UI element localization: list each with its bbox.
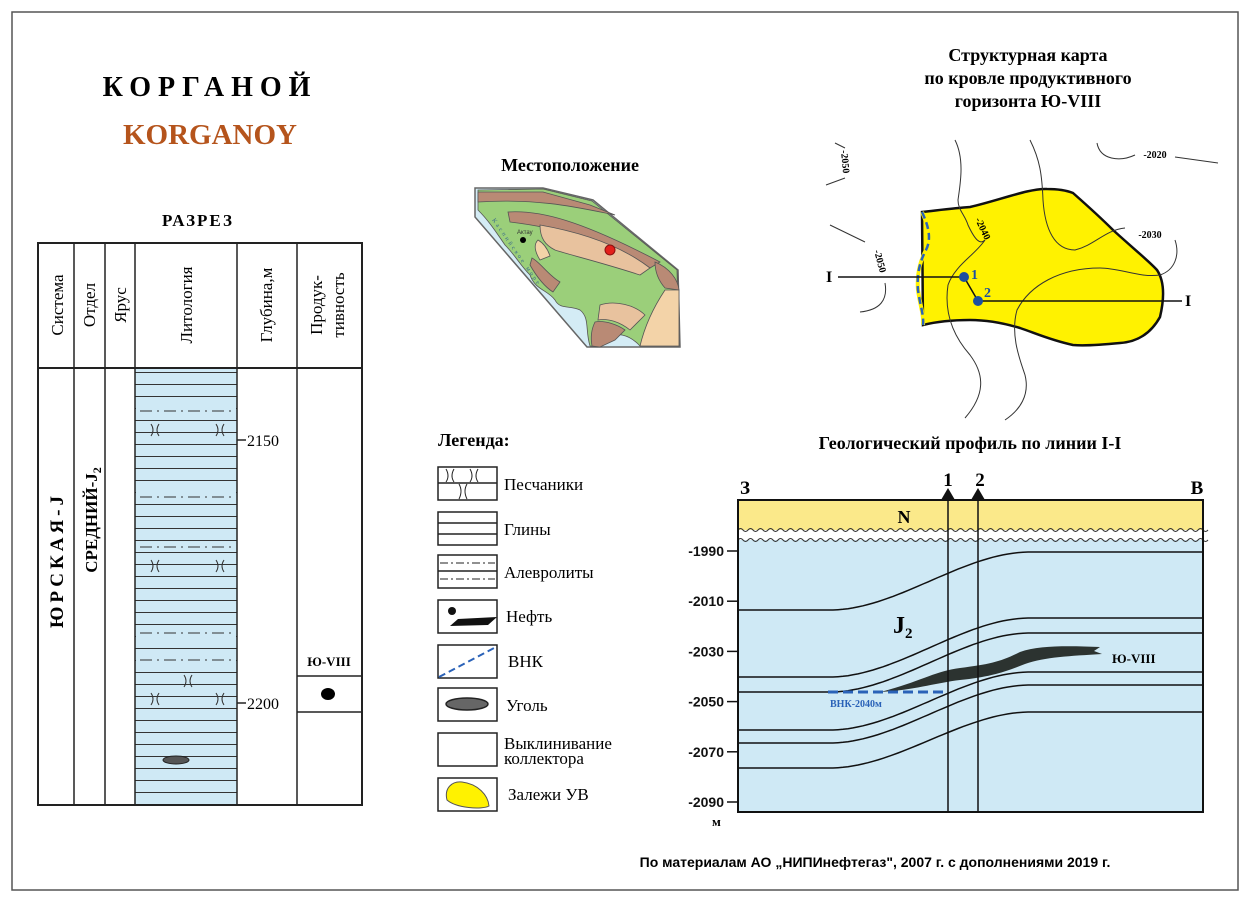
oil-marker-icon [321,688,335,700]
header-productivity-2: тивность [329,272,348,338]
coal-lens [162,755,190,765]
location-title: Местоположение [501,155,639,175]
y-unit-label: м [712,814,721,829]
legend-oil: Нефть [506,607,552,626]
profile-well-2: 2 [975,470,985,491]
legend-coal: Уголь [506,696,548,715]
header-stage: Ярус [111,287,130,323]
title-ru: КОРГАНОЙ [103,72,318,103]
west-label: З [740,478,750,499]
contour-label-2030: -2030 [1138,230,1161,241]
well-1-icon [959,272,969,282]
horizon-label: Ю-VIII [307,654,351,669]
horizon-line [738,617,1203,678]
line-start-label: I [826,269,832,286]
jurassic-label: J2 [893,613,913,642]
legend-pinchout-2: коллектора [504,749,584,768]
horizon-line [738,632,1203,693]
header-lithology: Литология [177,266,196,343]
profile-horizon-label: Ю-VIII [1112,651,1156,666]
sandstone-mark [150,692,160,706]
sandstone-mark [215,692,225,706]
depth-2200: 2200 [247,696,279,713]
y-tick-label: -2070 [688,744,724,760]
contour-label-2050-b: -2050 [871,249,888,274]
legend-clay: Глины [504,520,551,539]
contour-label-2020: -2020 [1143,150,1166,161]
horizon-line [738,671,1203,731]
stratigraphic-column: Система Отдел Ярус Литология Глубина,м П… [37,242,363,806]
structure-map-title-3: горизонта Ю-VIII [955,91,1101,111]
owc-label: ВНК-2040м [830,699,882,710]
city-marker-icon [520,237,526,243]
section-title: РАЗРЕЗ [162,211,234,230]
profile-well-1: 1 [943,470,953,491]
east-label: В [1191,478,1204,499]
structure-map-title-2: по кровле продуктивного [924,68,1131,88]
well-2-marker-icon [971,488,985,500]
geologic-profile: 1 2 З В N J2 Ю-VIII ВНК-2040м -1990 -2010… [688,470,1209,829]
legend-owc: ВНК [508,652,544,671]
unconformity-line [737,528,1209,532]
y-tick-label: -1990 [688,543,724,559]
unconformity-line [737,538,1209,542]
horizon-line [738,711,1203,769]
neogene-label: N [898,507,911,527]
hydrocarbon-deposit [920,187,1165,347]
oil-deposit [880,646,1102,692]
header-system: Система [48,274,67,336]
well-2-icon [973,296,983,306]
legend-pinchout: Выклинивание [504,734,612,753]
series-label: СРЕДНИЙ-J2 [82,467,104,573]
header-productivity-1: Продук- [307,275,326,335]
legend-sandstone: Песчаники [504,475,583,494]
profile-title: Геологический профиль по линии I-I [819,433,1122,453]
legend-siltstone: Алевролиты [504,563,594,582]
field-location-marker-icon [604,244,616,256]
depth-2150: 2150 [247,433,279,450]
sandstone-mark [183,674,193,688]
line-end-label: I [1185,293,1191,310]
legend-title: Легенда: [438,430,510,450]
footer-source: По материалам АО „НИПИнефтегаз", 2007 г.… [640,854,1111,870]
structure-map-title-1: Структурная карта [948,45,1107,65]
well-2-label: 2 [984,286,991,301]
page-frame [11,11,1239,891]
sandstone-mark [215,559,225,573]
contour-label-2050-a: -2050 [838,150,851,174]
sandstone-mark [150,559,160,573]
system-label: ЮРСКАЯ-J [47,492,68,628]
title-en: KORGANOY [123,119,297,151]
owc-boundary [916,211,931,326]
legend [437,466,498,812]
header-depth: Глубина,м [257,267,276,342]
y-tick-label: -2010 [688,593,724,609]
sandstone-mark [215,423,225,437]
header-series: Отдел [80,282,99,327]
y-tick-label: -2050 [688,694,724,710]
y-tick-label: -2090 [688,794,724,810]
sandstone-mark [150,423,160,437]
y-tick-label: -2030 [688,643,724,659]
legend-deposit: Залежи УВ [508,785,589,804]
well-1-label: 1 [971,268,978,283]
city-label: Актау [517,230,533,236]
structure-map: -2050 -2050 -2040 -2030 -2020 1 2 I I [825,139,1219,421]
location-map: Актау Каспийское море [474,187,681,348]
horizon-line [738,684,1203,744]
horizon-line [738,551,1203,611]
well-1-marker-icon [941,488,955,500]
